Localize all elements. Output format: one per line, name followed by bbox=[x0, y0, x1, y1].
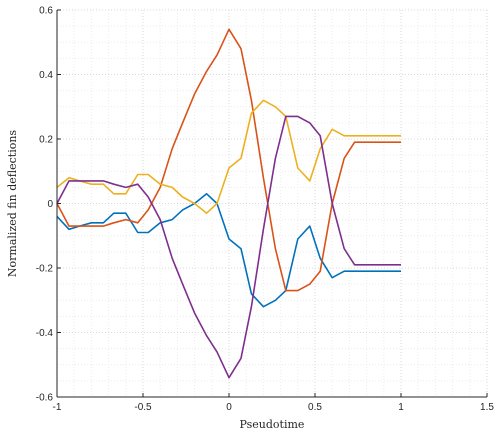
x-tick-label: -1 bbox=[53, 402, 62, 413]
tick-labels: -1 -0.5 0 0.5 1 1.5 -0.6 -0.4 -0.2 0 0.2 0.4 0.6 bbox=[36, 6, 495, 414]
x-tick-label: 0.5 bbox=[308, 402, 322, 413]
x-tick-label: 1.5 bbox=[480, 402, 494, 413]
y-tick-label: -0.2 bbox=[36, 264, 54, 275]
x-tick-label: 0 bbox=[226, 402, 232, 413]
series-line-3 bbox=[56, 99, 401, 214]
y-axis-label: Normalized fin deflections bbox=[6, 130, 19, 277]
y-tick-label: 0.2 bbox=[39, 135, 53, 146]
x-axis-label: Pseudotime bbox=[240, 418, 305, 431]
series-line-4 bbox=[56, 115, 401, 379]
axes bbox=[56, 9, 488, 398]
series-line-2 bbox=[56, 28, 401, 292]
y-tick-label: 0.4 bbox=[39, 70, 53, 81]
x-tick-label: -0.5 bbox=[134, 402, 152, 413]
series-group bbox=[56, 28, 401, 379]
y-tick-label: -0.4 bbox=[36, 328, 54, 339]
y-tick-label: 0 bbox=[47, 199, 53, 210]
series-line-1 bbox=[56, 193, 401, 308]
y-tick-label: -0.6 bbox=[36, 393, 54, 404]
plot-area bbox=[57, 10, 487, 397]
y-tick-label: 0.6 bbox=[39, 6, 53, 17]
x-tick-label: 1 bbox=[398, 402, 404, 413]
